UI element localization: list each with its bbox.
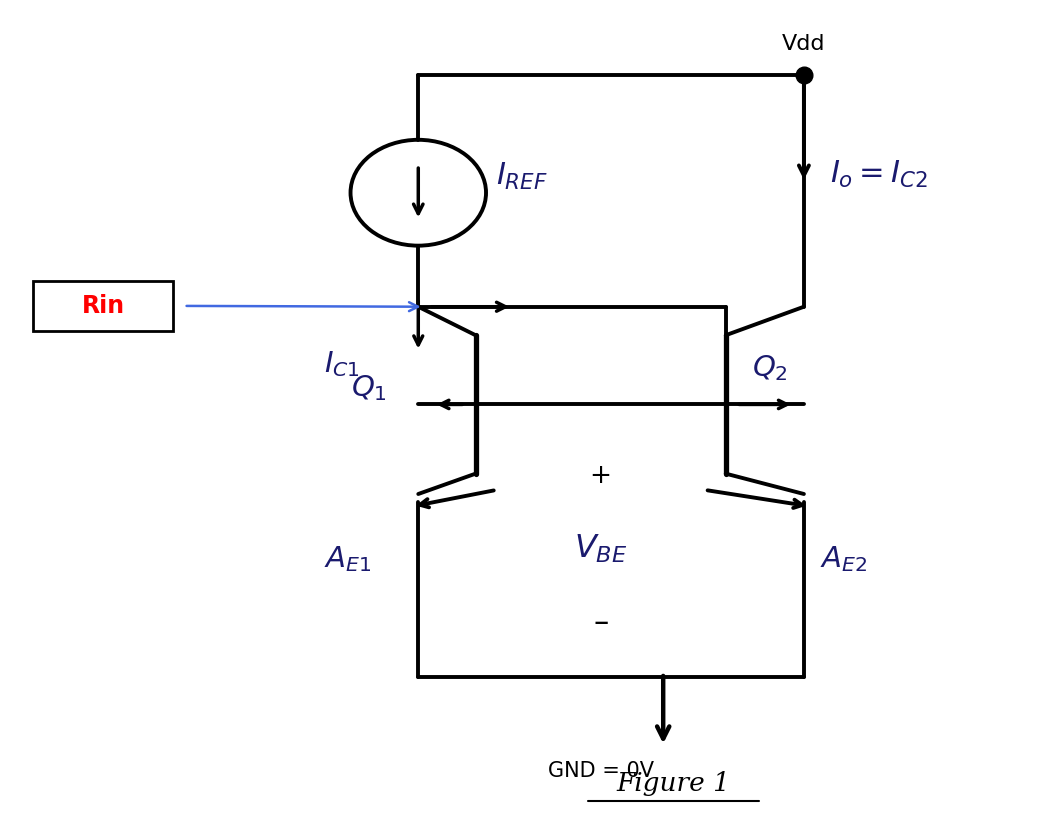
- Text: Figure 1: Figure 1: [617, 770, 730, 796]
- Text: $I_{REF}$: $I_{REF}$: [496, 161, 549, 192]
- Text: –: –: [594, 608, 608, 636]
- Text: $Q_2$: $Q_2$: [751, 353, 788, 382]
- Text: +: +: [589, 462, 611, 489]
- Text: $A_{E1}$: $A_{E1}$: [325, 544, 372, 574]
- Text: $I_{C1}$: $I_{C1}$: [325, 349, 361, 378]
- Text: $A_{E2}$: $A_{E2}$: [819, 544, 866, 574]
- Text: $Q_1$: $Q_1$: [350, 373, 387, 403]
- Text: GND = 0V: GND = 0V: [548, 761, 654, 781]
- Text: $I_o = I_{C2}$: $I_o = I_{C2}$: [830, 158, 928, 190]
- Text: Vdd: Vdd: [782, 34, 826, 54]
- Text: $V_{BE}$: $V_{BE}$: [574, 533, 627, 565]
- Text: Rin: Rin: [82, 294, 124, 318]
- FancyBboxPatch shape: [32, 281, 173, 331]
